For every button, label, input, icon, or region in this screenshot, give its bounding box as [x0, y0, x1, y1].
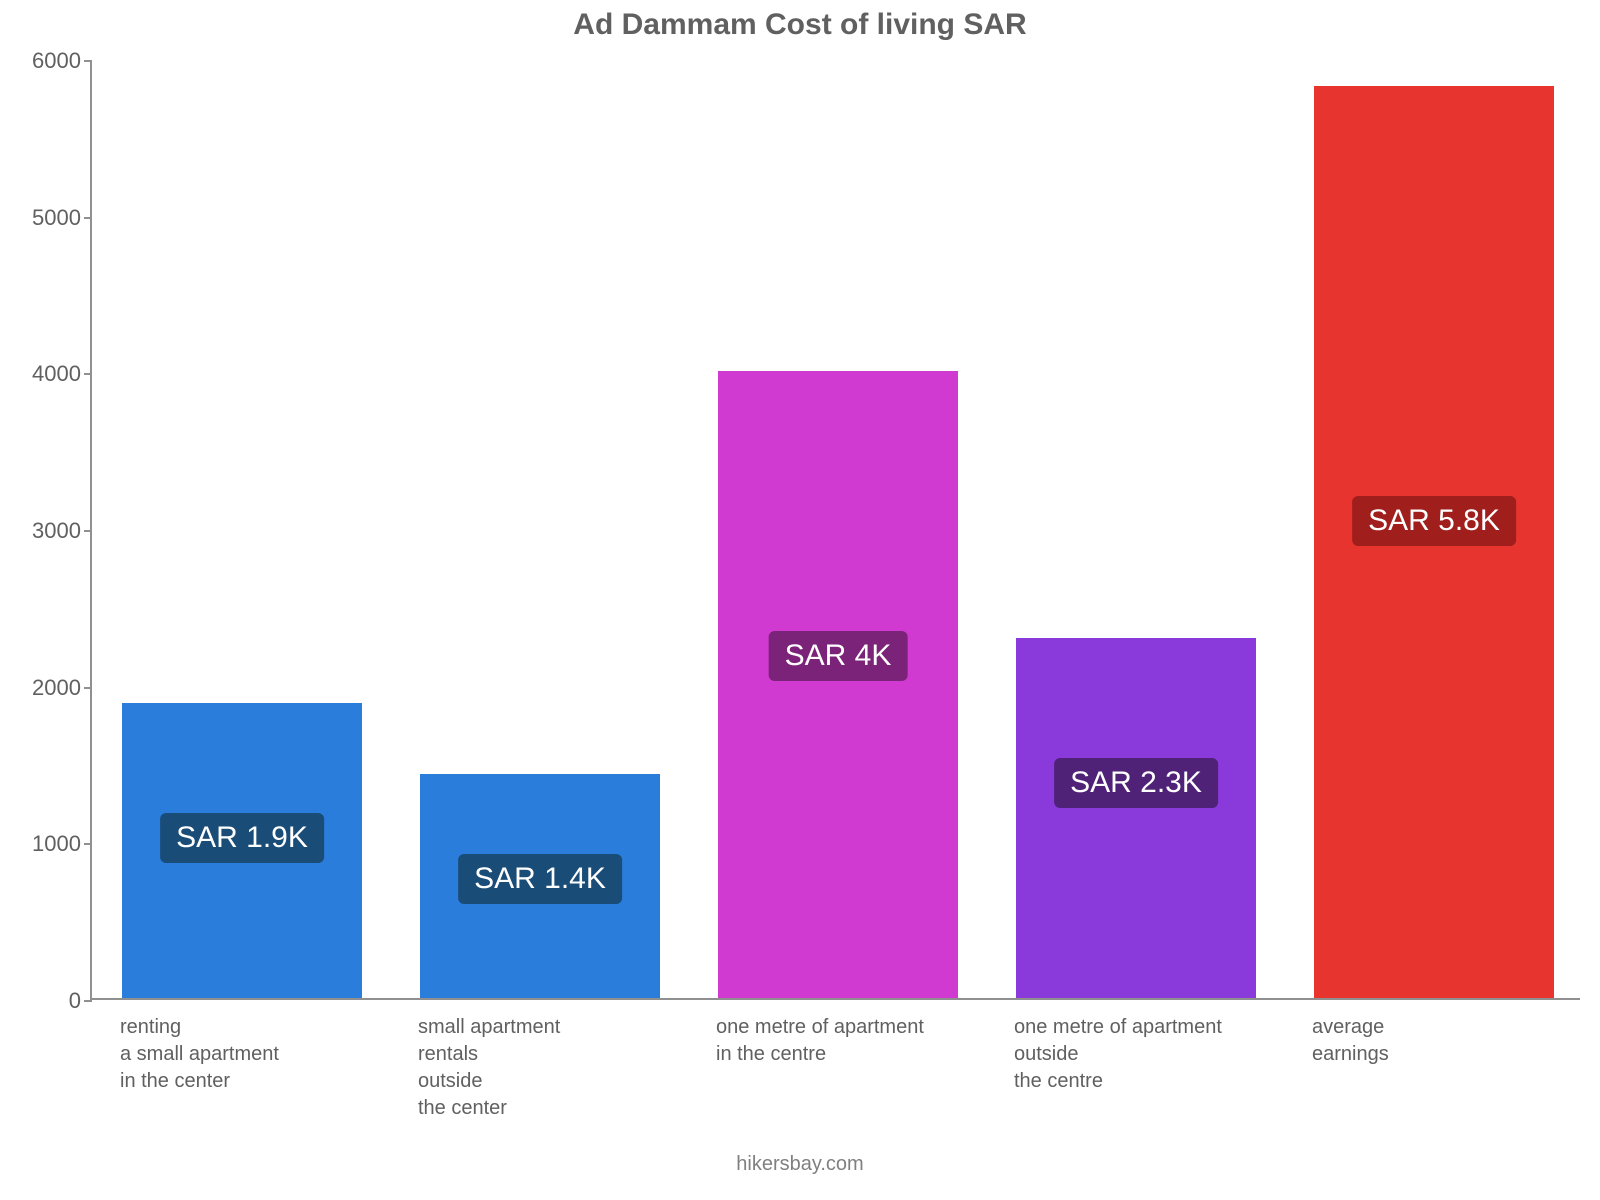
y-tick-label: 4000	[32, 361, 81, 387]
y-tick-label: 5000	[32, 205, 81, 231]
y-tick: 4000	[92, 373, 93, 374]
x-axis-label: one metre of apartment outside the centr…	[1014, 1014, 1294, 1095]
bar-value-label: SAR 4K	[769, 631, 908, 681]
y-tick-label: 3000	[32, 518, 81, 544]
y-tick-mark	[84, 687, 92, 689]
y-tick: 1000	[92, 843, 93, 844]
bar: SAR 5.8K	[1314, 86, 1554, 998]
y-tick-label: 6000	[32, 48, 81, 74]
y-tick: 0	[92, 1000, 93, 1001]
y-tick-label: 1000	[32, 831, 81, 857]
y-tick: 3000	[92, 530, 93, 531]
bar-value-label: SAR 5.8K	[1352, 496, 1516, 546]
y-tick-label: 0	[69, 988, 81, 1014]
x-axis-label: renting a small apartment in the center	[120, 1014, 400, 1095]
chart-title: Ad Dammam Cost of living SAR	[0, 8, 1600, 42]
bar: SAR 4K	[718, 371, 958, 998]
bar-value-label: SAR 2.3K	[1054, 758, 1218, 808]
y-tick: 6000	[92, 60, 93, 61]
bar: SAR 2.3K	[1016, 638, 1256, 998]
bar: SAR 1.9K	[122, 703, 362, 998]
bar-value-label: SAR 1.4K	[458, 854, 622, 904]
y-tick-label: 2000	[32, 675, 81, 701]
y-tick-mark	[84, 1000, 92, 1002]
chart-footer: hikersbay.com	[0, 1153, 1600, 1176]
bar: SAR 1.4K	[420, 774, 660, 998]
y-tick-mark	[84, 60, 92, 62]
y-tick: 2000	[92, 687, 93, 688]
y-tick-mark	[84, 373, 92, 375]
bar-value-label: SAR 1.9K	[160, 813, 324, 863]
chart-container: Ad Dammam Cost of living SAR 0 1000 2000 30…	[0, 0, 1600, 1200]
x-axis-label: average earnings	[1312, 1014, 1592, 1068]
x-axis-label: small apartment rentals outside the cent…	[418, 1014, 698, 1122]
y-tick-mark	[84, 530, 92, 532]
y-tick-mark	[84, 843, 92, 845]
x-axis-label: one metre of apartment in the centre	[716, 1014, 996, 1068]
plot-area: 0 1000 2000 3000 4000 5000 6000 SAR 1.9K SAR 1.4…	[90, 60, 1580, 1000]
y-tick-mark	[84, 217, 92, 219]
y-tick: 5000	[92, 217, 93, 218]
